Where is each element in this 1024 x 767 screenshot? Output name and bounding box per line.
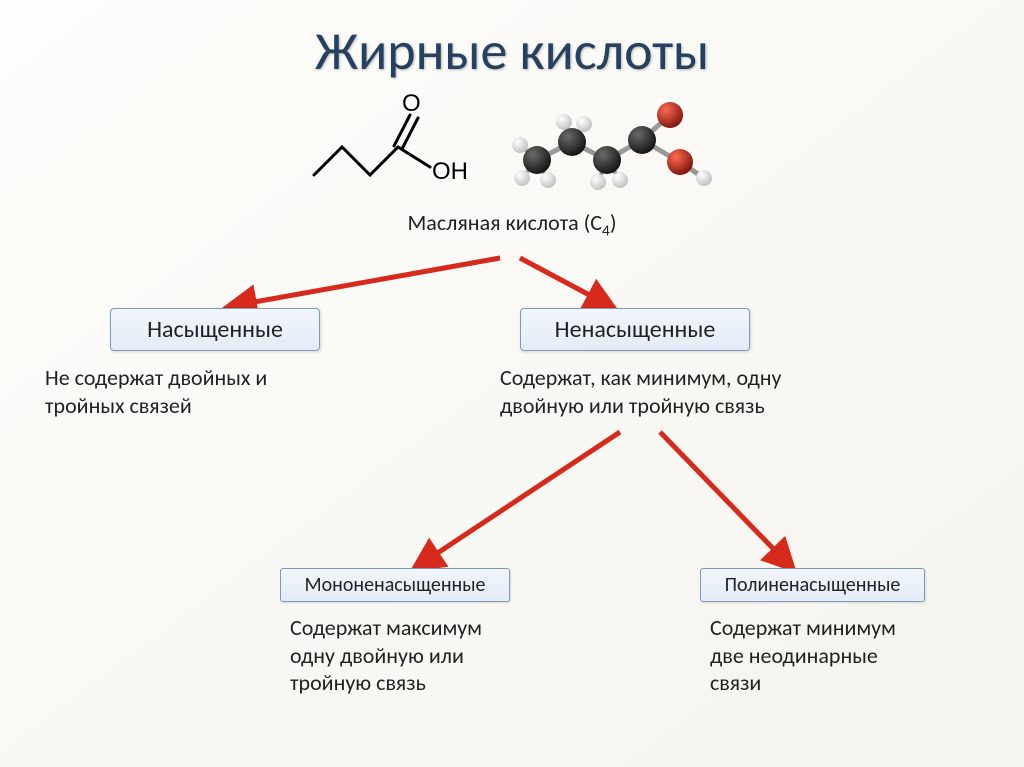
page-title: Жирные кислоты [0, 0, 1024, 84]
ball-stick-model [502, 90, 722, 205]
desc-saturated: Не содержат двойных итройных связей [45, 364, 267, 419]
desc-mono: Содержат максимумодну двойную илитройную… [290, 614, 482, 697]
structural-formula: O OH [302, 93, 472, 203]
desc-unsaturated: Содержат, как минимум, однудвойную или т… [500, 364, 781, 419]
molecule-row: O OH [0, 90, 1024, 205]
node-saturated: Насыщенные [110, 308, 320, 351]
molecule-caption: Масляная кислота (C4) [0, 209, 1024, 240]
svg-text:O: O [402, 93, 421, 117]
node-unsaturated: Ненасыщенные [520, 308, 750, 351]
node-mono: Мононенасыщенные [280, 568, 510, 602]
desc-poly: Содержат минимумдве неодинарныесвязи [710, 614, 896, 697]
node-poly: Полиненасыщенные [700, 568, 925, 602]
svg-text:OH: OH [432, 158, 468, 185]
